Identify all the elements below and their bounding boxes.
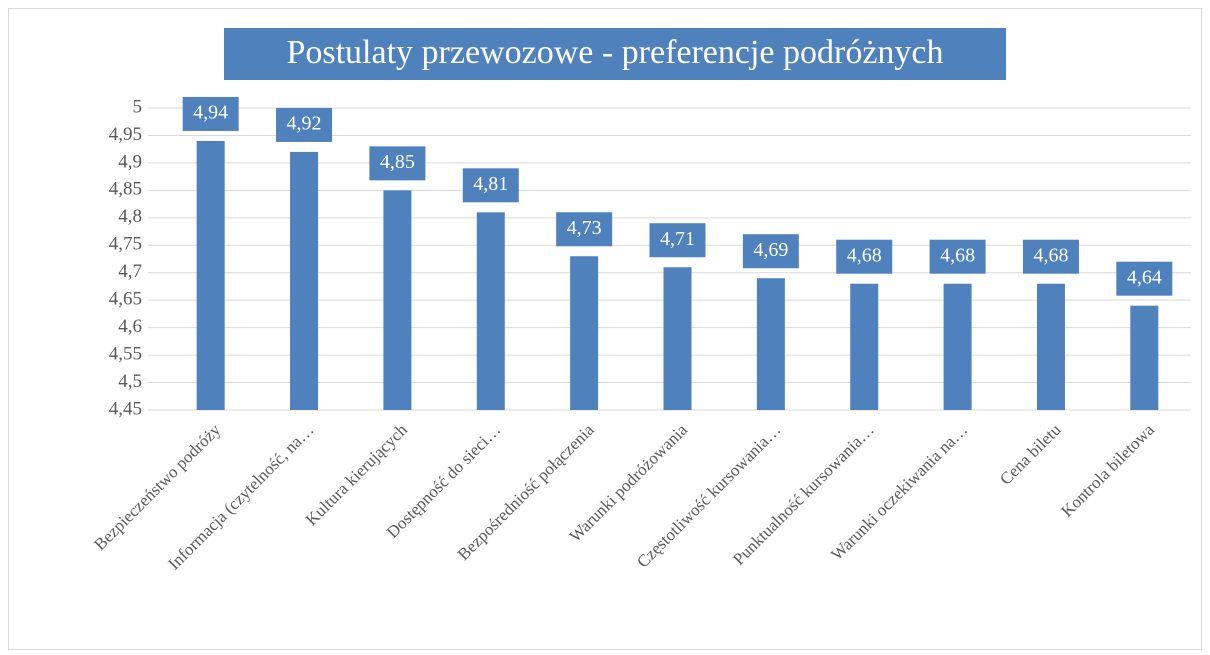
value-label-box xyxy=(1022,239,1079,274)
bar xyxy=(756,278,785,410)
bar xyxy=(290,151,319,410)
bar xyxy=(570,256,599,410)
chart-title: Postulaty przewozowe - preferencje podró… xyxy=(286,34,943,71)
y-tick-label: 4,95 xyxy=(109,124,142,145)
value-label-box xyxy=(369,146,426,181)
value-label: 4,81 xyxy=(473,173,508,195)
value-label: 4,73 xyxy=(567,217,602,239)
value-label: 4,92 xyxy=(287,113,322,135)
y-tick-label: 4,6 xyxy=(118,316,142,337)
y-tick-label: 4,85 xyxy=(109,179,142,200)
bar xyxy=(663,267,692,410)
y-tick-label: 4,9 xyxy=(118,151,142,172)
bar xyxy=(850,283,879,410)
value-label: 4,71 xyxy=(660,228,695,250)
y-tick-label: 4,8 xyxy=(118,206,142,227)
value-label: 4,64 xyxy=(1127,266,1162,288)
value-label-box xyxy=(1116,261,1173,296)
value-label: 4,69 xyxy=(753,239,788,261)
bar xyxy=(476,212,505,410)
value-label: 4,94 xyxy=(193,102,228,124)
y-tick-label: 4,45 xyxy=(109,398,142,419)
y-tick-label: 4,7 xyxy=(118,261,142,282)
value-label-box xyxy=(929,239,986,274)
bar xyxy=(943,283,972,410)
value-label: 4,85 xyxy=(380,151,415,173)
value-label-box xyxy=(649,223,706,258)
value-label: 4,68 xyxy=(940,244,975,266)
y-tick-label: 5 xyxy=(133,96,143,117)
y-tick-label: 4,65 xyxy=(109,289,142,310)
y-tick-label: 4,55 xyxy=(109,343,142,364)
value-label-box xyxy=(556,212,613,247)
value-label-box xyxy=(742,234,799,269)
bar xyxy=(383,190,412,410)
y-tick-label: 4,5 xyxy=(118,371,142,392)
title-box xyxy=(224,28,1006,80)
value-label-box xyxy=(182,96,239,131)
value-label: 4,68 xyxy=(1033,244,1068,266)
bar xyxy=(1036,283,1065,410)
value-label-box xyxy=(462,168,519,203)
bar xyxy=(196,140,225,411)
value-label-box xyxy=(276,107,333,142)
bar xyxy=(1130,305,1159,410)
y-tick-label: 4,75 xyxy=(109,234,142,255)
value-label-box xyxy=(836,239,893,274)
value-label: 4,68 xyxy=(847,244,882,266)
